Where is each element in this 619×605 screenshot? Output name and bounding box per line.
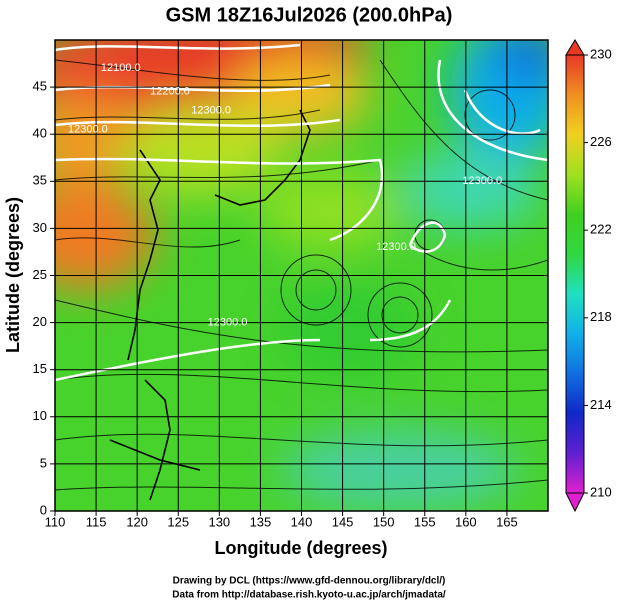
contour-label: 12300.0 <box>191 105 231 117</box>
y-tick-label: 40 <box>33 126 47 141</box>
y-tick-label: 25 <box>33 267 47 282</box>
y-tick-label: 0 <box>40 502 47 517</box>
colorbar-tick-label: 226 <box>590 134 612 149</box>
x-tick-label: 150 <box>373 514 395 529</box>
x-tick-label: 120 <box>126 514 148 529</box>
x-tick-label: 110 <box>45 514 66 529</box>
y-axis-label: Latitude (degrees) <box>3 197 23 353</box>
chart-title: GSM 18Z16Jul2026 (200.0hPa) <box>166 4 453 26</box>
colorbar: 210 214 218 222 226 230 <box>565 39 612 513</box>
x-tick-label: 115 <box>86 514 107 529</box>
y-tick-label: 35 <box>33 173 47 188</box>
y-tick-label: 45 <box>33 79 47 94</box>
y-tick-label: 20 <box>33 314 47 329</box>
contour-label: 12200.0 <box>150 86 190 98</box>
x-tick-label: 130 <box>208 514 230 529</box>
colorbar-scale <box>565 54 585 494</box>
x-tick-label: 145 <box>332 514 354 529</box>
y-tick-label: 30 <box>33 220 47 235</box>
colorbar-extend <box>565 492 585 513</box>
coastline <box>109 109 311 501</box>
colorbar-tick-label: 230 <box>590 46 612 61</box>
colorbar-tick-label: 210 <box>590 484 612 499</box>
contour-label: 12300.0 <box>376 241 416 253</box>
x-tick-label: 155 <box>414 514 436 529</box>
colorbar-tick-label: 214 <box>590 397 612 412</box>
contour-label: 12100.0 <box>101 62 141 74</box>
contour-label: 12300.0 <box>68 123 108 135</box>
x-tick-label: 140 <box>291 514 313 529</box>
colorbar-tick-label: 218 <box>590 309 612 324</box>
x-tick-label: 160 <box>455 514 477 529</box>
contour-label: 12300.0 <box>208 317 248 329</box>
footer: Drawing by DCL (https://www.gfd-dennou.o… <box>173 576 446 587</box>
footer: Data from http://database.rish.kyoto-u.a… <box>172 590 446 601</box>
contour-label: 12300.0 <box>462 175 502 187</box>
x-tick-label: 165 <box>496 514 518 529</box>
streamlines <box>55 59 548 491</box>
y-tick-label: 5 <box>40 455 47 470</box>
colorbar-extend <box>565 39 585 56</box>
field <box>55 40 548 511</box>
x-tick-label: 135 <box>250 514 272 529</box>
x-tick-label: 125 <box>167 514 189 529</box>
colorbar-tick-label: 222 <box>590 222 612 237</box>
y-tick-label: 10 <box>33 408 47 423</box>
y-tick-label: 15 <box>33 361 47 376</box>
x-axis-label: Longitude (degrees) <box>214 538 387 558</box>
